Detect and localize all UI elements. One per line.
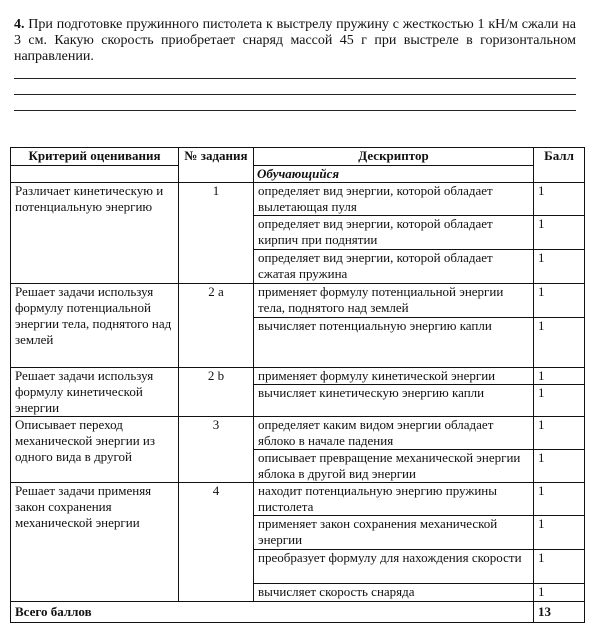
descriptor-cell: вычисляет кинетическую энергию капли <box>253 384 534 417</box>
score-cell: 1 <box>533 416 585 450</box>
criterion-cell: Описывает переход механической энергии и… <box>10 416 179 483</box>
assessment-table: Критерий оценивания № задания Дескриптор… <box>10 147 585 623</box>
task-text: При подготовке пружинного пистолета к вы… <box>14 17 576 64</box>
score-cell: 1 <box>533 317 585 368</box>
table-row: преобразует формулу для нахождения скоро… <box>11 549 585 584</box>
table-row: Различает кинетическую и потенциальную э… <box>10 182 585 284</box>
task-number-cell: 4 <box>178 482 254 602</box>
descriptor-cell: определяет вид энергии, которой обладает… <box>253 215 534 250</box>
score-cell: 1 <box>533 384 585 417</box>
task-number-cell: 2 a <box>178 283 254 368</box>
score-cell: 1 <box>533 215 585 250</box>
total-score: 13 <box>533 601 585 623</box>
task-number: 4. <box>14 17 25 32</box>
descriptor-cell: преобразует формулу для нахождения скоро… <box>253 549 534 584</box>
descriptor-cell: применяет формулу кинетической энергии <box>253 367 534 385</box>
table-row: Решает задачи применяя закон сохранения … <box>10 482 585 602</box>
header-criterion: Критерий оценивания <box>10 147 179 166</box>
answer-line[interactable] <box>14 94 576 95</box>
table-row: вычисляет кинетическую энергию капли 1 <box>11 384 585 417</box>
descriptor-cell: вычисляет потенциальную энергию капли <box>253 317 534 368</box>
descriptor-cell: определяет вид энергии, которой обладает… <box>253 182 534 216</box>
task-statement: 4. При подготовке пружинного пистолета к… <box>14 17 576 65</box>
criterion-cell: Решает задачи используя формулу потенциа… <box>10 283 179 368</box>
task-number-cell: 3 <box>178 416 254 483</box>
score-cell: 1 <box>533 449 585 483</box>
header-number: № задания <box>178 147 254 183</box>
descriptor-cell: описывает превращение механической энерг… <box>253 449 534 483</box>
table-row: Решает задачи используя формулу кинетиче… <box>10 367 585 417</box>
table-row: Решает задачи используя формулу потенциа… <box>10 283 585 368</box>
descriptor-cell: применяет формулу потенциальной энергии … <box>253 283 534 318</box>
score-cell: 1 <box>533 482 585 516</box>
score-cell: 1 <box>533 515 585 550</box>
header-descriptor: Дескриптор <box>253 147 534 166</box>
descriptor-cell: определяет вид энергии, которой обладает… <box>253 249 534 284</box>
score-cell: 1 <box>533 283 585 318</box>
table-row: вычисляет потенциальную энергию капли 1 <box>11 317 585 368</box>
total-row: Всего баллов 13 <box>10 601 585 623</box>
descriptor-cell: определяет каким видом энергии обладает … <box>253 416 534 450</box>
table-row: определяет вид энергии, которой обладает… <box>11 249 585 284</box>
task-number-cell: 1 <box>178 182 254 284</box>
criterion-cell: Решает задачи используя формулу кинетиче… <box>10 367 179 417</box>
answer-line[interactable] <box>14 110 576 111</box>
score-cell: 1 <box>533 249 585 284</box>
criterion-cell: Различает кинетическую и потенциальную э… <box>10 182 179 284</box>
score-cell: 1 <box>533 182 585 216</box>
table-row: применяет закон сохранения механической … <box>11 515 585 550</box>
total-label: Всего баллов <box>10 601 534 623</box>
table-row: определяет вид энергии, которой обладает… <box>11 215 585 250</box>
descriptor-cell: находит потенциальную энергию пружины пи… <box>253 482 534 516</box>
header-score: Балл <box>533 147 585 183</box>
header-criterion-cont <box>10 165 179 183</box>
header-descriptor-sub: Обучающийся <box>253 165 534 183</box>
score-cell: 1 <box>533 583 585 602</box>
answer-line[interactable] <box>14 78 576 79</box>
table-row: Описывает переход механической энергии и… <box>10 416 585 483</box>
descriptor-cell: вычисляет скорость снаряда <box>253 583 534 602</box>
score-cell: 1 <box>533 367 585 385</box>
descriptor-cell: применяет закон сохранения механической … <box>253 515 534 550</box>
criterion-cell: Решает задачи применяя закон сохранения … <box>10 482 179 602</box>
table-row: вычисляет скорость снаряда 1 <box>11 583 585 602</box>
score-cell: 1 <box>533 549 585 584</box>
task-number-cell: 2 b <box>178 367 254 417</box>
